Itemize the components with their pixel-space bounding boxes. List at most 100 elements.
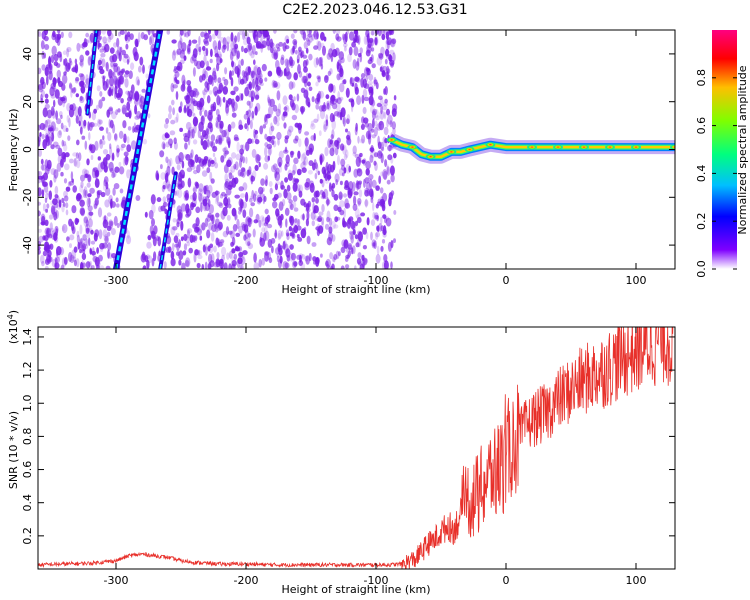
noise-speckle [102,36,108,44]
snr-y-tick-label: 1.2 [21,361,34,379]
noise-speckle [275,108,281,117]
noise-speckle [354,86,359,95]
noise-speckle [179,37,183,45]
noise-speckle [392,52,396,62]
noise-speckle [266,214,271,223]
noise-speckle [251,110,255,119]
noise-speckle [46,254,51,263]
noise-speckle [305,47,309,54]
noise-speckle [90,265,95,269]
noise-speckle [179,30,184,36]
noise-speckle [116,223,120,228]
noise-speckle [326,102,330,110]
noise-speckle [203,185,207,195]
noise-speckle [96,190,100,199]
noise-speckle [41,189,45,198]
noise-speckle [386,74,391,81]
noise-speckle [238,251,244,258]
noise-speckle [283,188,288,199]
noise-speckle [217,238,221,248]
noise-speckle [184,153,189,159]
noise-speckle [331,182,336,189]
noise-speckle [362,88,368,98]
noise-speckle [231,47,237,57]
noise-speckle [222,206,228,217]
noise-speckle [282,42,287,52]
noise-speckle [245,110,249,116]
noise-speckle [368,95,374,106]
noise-speckle [176,251,180,256]
noise-speckle [236,141,240,152]
noise-speckle [313,30,319,40]
noise-speckle [386,165,389,175]
noise-speckle [144,255,149,263]
noise-speckle [55,110,58,120]
noise-speckle [296,168,302,176]
noise-speckle [215,139,219,144]
noise-speckle [204,217,209,228]
noise-speckle [340,265,345,269]
noise-speckle [87,193,92,198]
noise-speckle [271,165,276,173]
noise-speckle [208,90,213,95]
noise-speckle [315,197,319,204]
noise-speckle [121,49,126,56]
noise-speckle [390,190,395,197]
noise-speckle [208,75,212,83]
noise-speckle [192,139,198,145]
noise-speckle [105,78,110,89]
noise-speckle [96,247,99,254]
noise-speckle [53,99,56,108]
noise-speckle [336,140,340,150]
noise-speckle [339,82,345,93]
snr-series-line [38,327,674,569]
noise-speckle [38,217,41,227]
noise-speckle [366,68,371,76]
noise-speckle [366,217,370,226]
noise-speckle [258,220,262,228]
noise-speckle [201,263,205,269]
noise-speckle [231,152,237,159]
noise-speckle [304,183,310,191]
noise-speckle [316,113,320,122]
noise-speckle [119,30,125,35]
noise-speckle [342,117,345,125]
noise-speckle [120,143,126,148]
noise-speckle [313,118,319,124]
noise-speckle [347,252,350,259]
noise-speckle [341,79,346,85]
noise-speckle [118,71,124,76]
noise-speckle [180,220,184,231]
noise-speckle [225,36,231,45]
noise-speckle [44,219,49,226]
noise-speckle [207,139,210,148]
noise-speckle [329,112,335,123]
noise-speckle [370,47,375,52]
noise-speckle [211,214,215,225]
noise-speckle [217,40,222,51]
noise-speckle [234,43,239,50]
noise-speckle [254,51,258,56]
noise-speckle [304,137,309,147]
snr-y-label: SNR (10 * v/v) [7,411,20,489]
noise-speckle [269,42,275,48]
noise-speckle [245,156,248,164]
noise-speckle [107,36,112,43]
noise-speckle [170,82,175,93]
noise-speckle [360,73,366,79]
spectrogram-y-tick-label: -20 [21,188,34,206]
noise-speckle [259,125,264,135]
noise-speckle [338,51,344,61]
noise-speckle [108,70,115,78]
noise-speckle [297,150,301,159]
noise-speckle [208,34,212,43]
noise-speckle [242,156,246,164]
noise-speckle [279,219,283,229]
noise-speckle [46,203,50,209]
noise-speckle [134,90,140,101]
noise-speckle [85,227,90,234]
noise-speckle [381,105,388,111]
noise-speckle [171,99,175,106]
snr-y-tick-label: 1.0 [21,394,34,412]
noise-speckle [226,159,232,168]
